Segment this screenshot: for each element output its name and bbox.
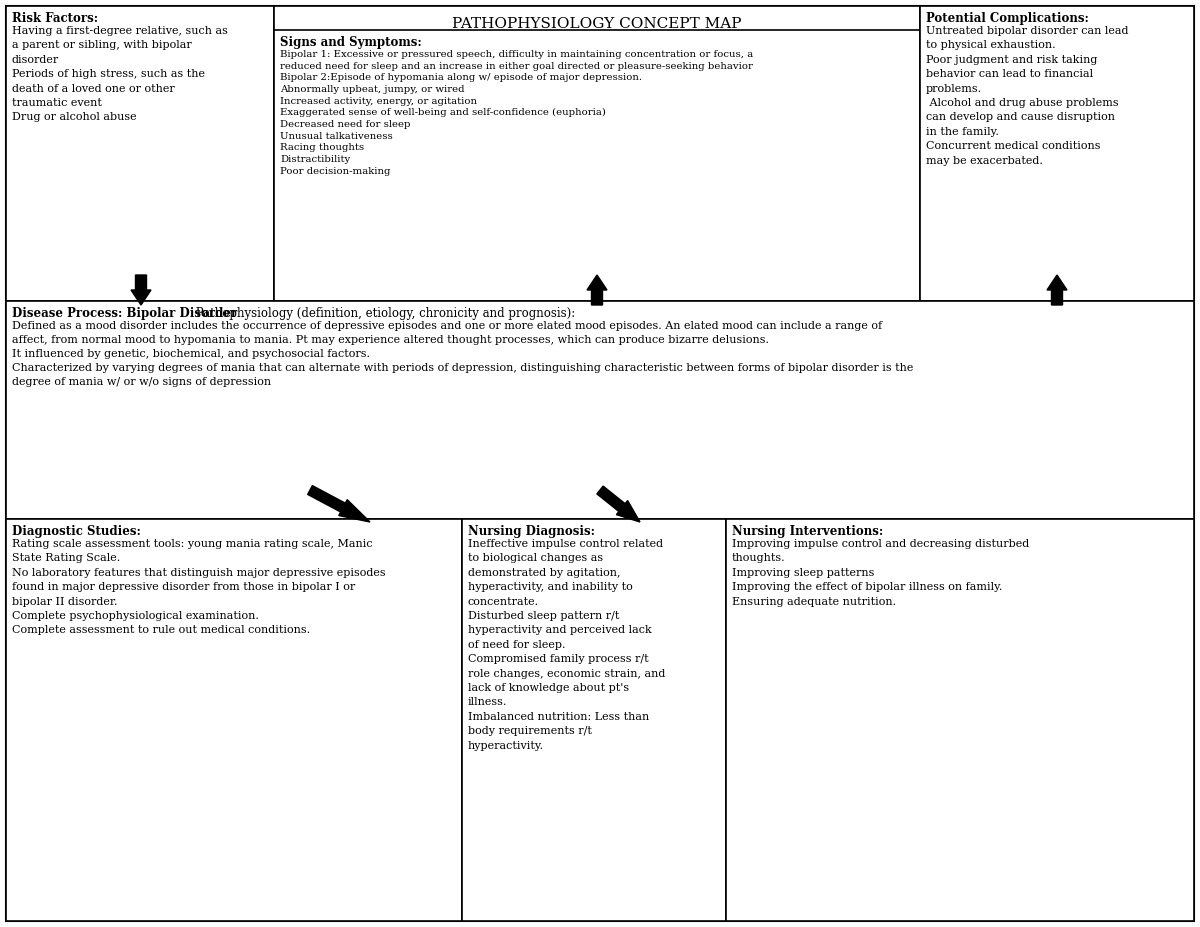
- Text: Risk Factors:: Risk Factors:: [12, 12, 98, 25]
- Text: Having a first-degree relative, such as
a parent or sibling, with bipolar
disord: Having a first-degree relative, such as …: [12, 26, 228, 122]
- Text: Disease Process: Bipolar Disorder: Disease Process: Bipolar Disorder: [12, 307, 238, 320]
- Text: Ineffective impulse control related
to biological changes as
demonstrated by agi: Ineffective impulse control related to b…: [468, 539, 665, 751]
- Bar: [6, 301, 1194, 519]
- Text: Improving impulse control and decreasing disturbed
thoughts.
Improving sleep pat: Improving impulse control and decreasing…: [732, 539, 1030, 606]
- Text: Pathophysiology (definition, etiology, chronicity and prognosis):: Pathophysiology (definition, etiology, c…: [178, 307, 575, 320]
- Bar: [6, 519, 462, 921]
- FancyArrow shape: [596, 486, 640, 522]
- FancyArrow shape: [1046, 275, 1067, 305]
- Bar: [6, 6, 274, 301]
- Text: Bipolar 1: Excessive or pressured speech, difficulty in maintaining concentratio: Bipolar 1: Excessive or pressured speech…: [280, 50, 754, 176]
- Text: Signs and Symptoms:: Signs and Symptoms:: [280, 36, 421, 49]
- Text: Diagnostic Studies:: Diagnostic Studies:: [12, 525, 140, 538]
- Text: Untreated bipolar disorder can lead
to physical exhaustion.
Poor judgment and ri: Untreated bipolar disorder can lead to p…: [926, 26, 1128, 166]
- Bar: [726, 519, 1194, 921]
- Text: Rating scale assessment tools: young mania rating scale, Manic
State Rating Scal: Rating scale assessment tools: young man…: [12, 539, 385, 635]
- Bar: [274, 6, 920, 301]
- Bar: [920, 6, 1194, 301]
- FancyArrow shape: [131, 275, 151, 305]
- Text: PATHOPHYSIOLOGY CONCEPT MAP: PATHOPHYSIOLOGY CONCEPT MAP: [452, 17, 742, 31]
- Text: Potential Complications:: Potential Complications:: [926, 12, 1088, 25]
- Text: Nursing Diagnosis:: Nursing Diagnosis:: [468, 525, 595, 538]
- FancyArrow shape: [307, 486, 370, 522]
- Text: Nursing Interventions:: Nursing Interventions:: [732, 525, 883, 538]
- Text: Defined as a mood disorder includes the occurrence of depressive episodes and on: Defined as a mood disorder includes the …: [12, 321, 913, 387]
- Bar: [274, 30, 920, 301]
- Bar: [462, 519, 726, 921]
- FancyArrow shape: [587, 275, 607, 305]
